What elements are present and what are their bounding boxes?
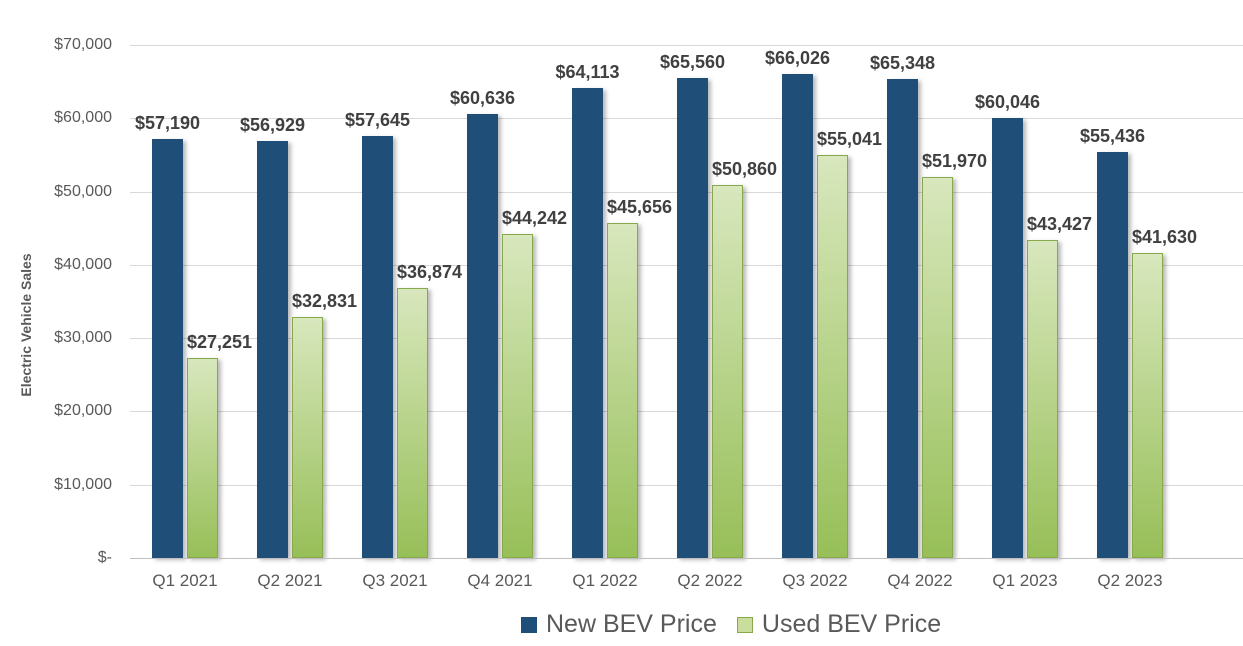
x-axis-tick-label: Q3 2022 [782,571,848,590]
used-bev-price-bar [607,223,638,558]
new-bev-price-label: $60,046 [974,92,1041,112]
used-bev-price-bar [817,155,848,558]
used-bev-price-label: $41,630 [1132,227,1198,247]
new-bev-price-label: $66,026 [764,48,831,68]
used-bev-price-label: $36,874 [397,262,463,282]
y-axis-title: Electric Vehicle Sales [18,253,34,397]
used-bev-price-bar [397,288,428,558]
y-axis-tick-label: $70,000 [54,36,112,53]
used-bev-price-bar [712,185,743,558]
x-axis-tick-label: Q2 2023 [1097,571,1163,590]
used-bev-price-bar [1027,240,1058,558]
x-axis-tick-label: Q1 2023 [992,571,1058,590]
new-bev-price-label: $64,113 [555,62,620,82]
new-bev-price-bar [677,78,708,558]
used-bev-price-swatch [736,616,753,633]
new-bev-price-label: $55,436 [1079,126,1146,146]
x-axis-tick-label: Q1 2021 [152,571,218,590]
new-bev-price-bar [467,114,498,558]
new-bev-price-bar [992,118,1023,558]
used-bev-price-bar [1132,253,1163,558]
legend-label-used-bev: Used BEV Price [761,610,942,638]
x-axis-tick-label: Q4 2022 [887,571,953,590]
new-bev-price-label: $65,560 [659,52,726,72]
used-bev-price-label: $32,831 [292,291,358,311]
used-bev-price-bar [922,177,953,558]
legend-item-new-bev: New BEV Price [521,610,717,639]
gridline [130,45,1243,46]
new-bev-price-label: $57,190 [134,113,201,133]
x-axis-tick-label: Q2 2022 [677,571,743,590]
used-bev-price-bar [502,234,533,558]
y-axis-tick-label: $20,000 [54,402,112,419]
y-axis-tick-label: $60,000 [54,109,112,126]
new-bev-price-bar [257,141,288,558]
used-bev-price-label: $55,041 [817,129,883,149]
y-axis-tick-label: $30,000 [54,329,112,346]
used-bev-price-label: $45,656 [607,197,673,217]
used-bev-price-label: $51,970 [922,151,988,171]
new-bev-price-bar [1097,152,1128,558]
new-bev-price-bar [782,74,813,558]
legend-label-new-bev: New BEV Price [546,610,717,638]
new-bev-price-bar [887,79,918,558]
y-axis-tick-label: $- [97,549,112,566]
new-bev-price-swatch [521,616,537,633]
x-axis-line [130,558,1243,559]
y-axis-tick-label: $50,000 [54,183,112,200]
new-bev-price-bar [362,136,393,558]
x-axis-tick-label: Q1 2022 [572,571,638,590]
x-axis-tick-label: Q4 2021 [467,571,533,590]
legend-item-used-bev: Used BEV Price [736,610,942,639]
new-bev-price-label: $56,929 [239,115,306,135]
x-axis-tick-label: Q3 2021 [362,571,428,590]
used-bev-price-bar [292,317,323,558]
new-bev-price-bar [152,139,183,558]
x-axis-tick-label: Q2 2021 [257,571,323,590]
used-bev-price-label: $44,242 [502,208,568,228]
legend: New BEV Price Used BEV Price [521,610,941,639]
new-bev-price-bar [572,88,603,558]
new-bev-price-label: $65,348 [869,53,936,73]
new-bev-price-label: $60,636 [449,88,516,108]
used-bev-price-bar [187,358,218,558]
new-bev-price-label: $57,645 [344,110,411,130]
y-axis-tick-label: $40,000 [54,256,112,273]
used-bev-price-label: $50,860 [712,159,778,179]
used-bev-price-label: $27,251 [187,332,253,352]
used-bev-price-label: $43,427 [1027,214,1093,234]
y-axis-tick-label: $10,000 [54,476,112,493]
